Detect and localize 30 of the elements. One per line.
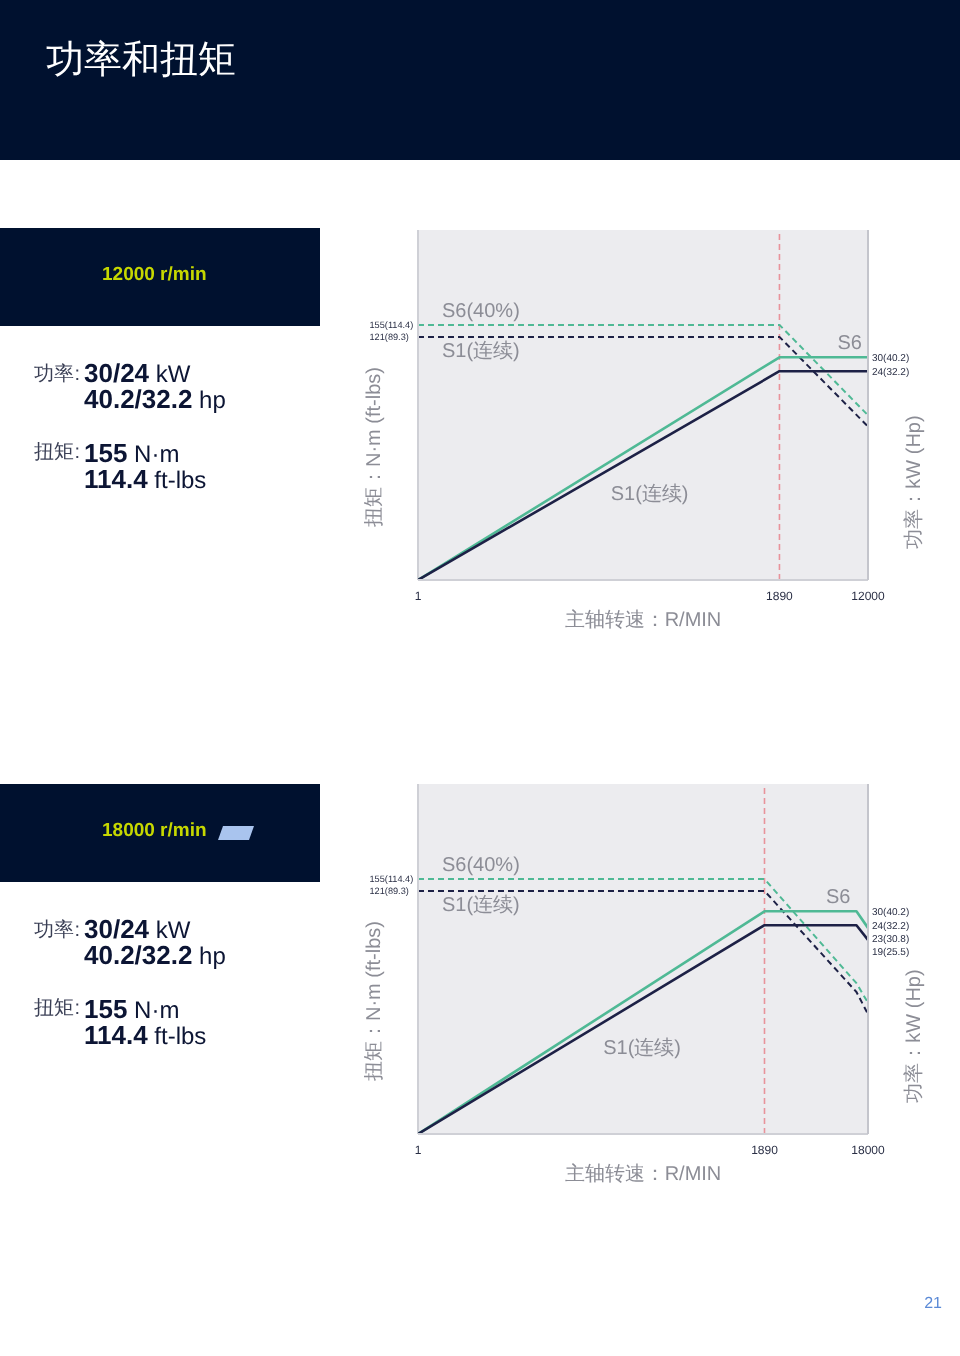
series-label: S6(40%) — [442, 854, 520, 877]
text: 12000 r/min — [102, 264, 207, 288]
x-axis-title: 主轴转速：R/MIN — [564, 608, 722, 632]
text: 功率和扭矩 — [46, 40, 236, 82]
text: 114.4 ft-lbs — [84, 1019, 207, 1050]
text: 21 — [924, 1294, 942, 1312]
y-axis-title: 扭矩：N·m (ft-lbs) — [361, 367, 385, 527]
series-label: S1(连续) — [442, 338, 520, 363]
text: 40.2/32.2 hp — [84, 384, 226, 415]
text: 30/24 kW — [84, 358, 191, 389]
text: 功率: — [34, 363, 80, 386]
text: 40.2/32.2 hp — [84, 940, 226, 971]
x-axis-title: 主轴转速：R/MIN — [564, 1162, 722, 1186]
series-label: S1(连续) — [610, 481, 689, 506]
text: 功率: — [34, 919, 80, 942]
series-label: S6 — [825, 887, 852, 910]
text: 30/24 kW — [84, 914, 191, 945]
text: 18000 r/min — [102, 820, 207, 844]
text: 扭矩: — [34, 442, 80, 465]
y-axis-title: 功率：kW (Hp) — [901, 415, 925, 549]
series-label: S6 — [837, 333, 863, 356]
text: 155 N·m — [84, 993, 180, 1024]
series-label: S6(40%) — [442, 300, 520, 323]
text: 155 N·m — [84, 437, 180, 468]
y-axis-title: 扭矩：N·m (ft-lbs) — [361, 921, 385, 1081]
text: 114.4 ft-lbs — [84, 463, 207, 494]
y-axis-title: 功率：kW (Hp) — [901, 969, 925, 1103]
series-label: S1(连续) — [603, 1035, 682, 1060]
text: 扭矩: — [34, 998, 80, 1021]
series-label: S1(连续) — [442, 892, 520, 917]
